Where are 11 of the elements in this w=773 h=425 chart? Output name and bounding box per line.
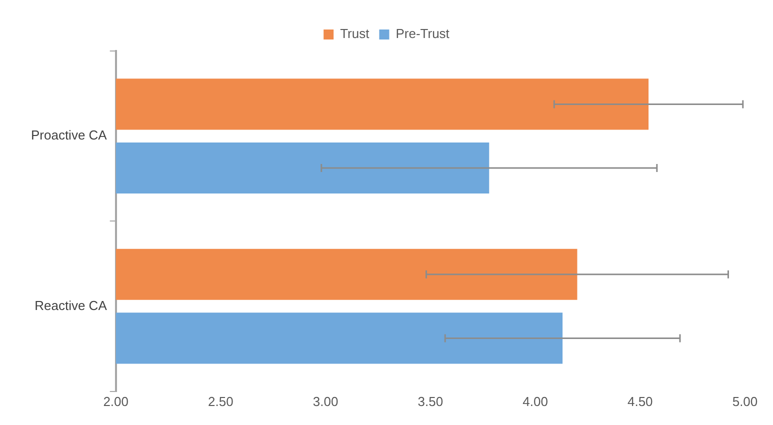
legend-label: Trust xyxy=(340,26,370,42)
x-tick-label: 4.00 xyxy=(522,394,548,409)
y-tick-label: Reactive CA xyxy=(34,298,108,313)
x-tick-label: 4.50 xyxy=(627,394,653,409)
x-tick-label: 5.00 xyxy=(732,394,758,409)
x-tick-label: 2.00 xyxy=(103,394,129,409)
x-tick-label: 3.50 xyxy=(418,394,444,409)
y-tick-label: Proactive CA xyxy=(30,128,108,143)
legend-label: Pre-Trust xyxy=(396,26,450,42)
x-tick-label: 3.00 xyxy=(312,394,338,409)
x-tick-label: 2.50 xyxy=(208,394,234,409)
